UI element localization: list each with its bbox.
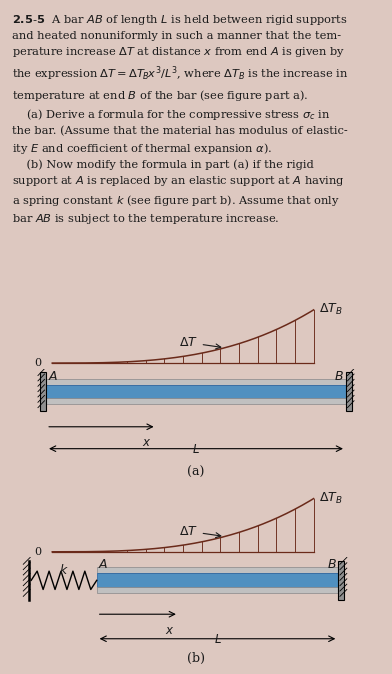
Bar: [346, 372, 352, 411]
Text: $B$: $B$: [327, 558, 336, 572]
Bar: [97, 574, 338, 587]
Text: $\mathbf{2.5\text{-}5}$  A bar $AB$ of length $L$ is held between rigid supports: $\mathbf{2.5\text{-}5}$ A bar $AB$ of le…: [12, 13, 348, 226]
Text: $B$: $B$: [334, 369, 344, 383]
Text: $\Delta T_B$: $\Delta T_B$: [319, 303, 343, 317]
Text: 0: 0: [34, 547, 42, 557]
Text: 0: 0: [34, 358, 42, 368]
Text: $x$: $x$: [165, 624, 174, 638]
Text: $L$: $L$: [214, 633, 221, 646]
Bar: [97, 587, 338, 593]
Bar: [97, 568, 338, 574]
Text: $x$: $x$: [142, 435, 151, 448]
Text: $A$: $A$: [48, 369, 58, 383]
Text: $k$: $k$: [59, 563, 69, 578]
Bar: [46, 379, 346, 385]
Text: $L$: $L$: [192, 443, 200, 456]
Bar: [46, 385, 346, 398]
Bar: [46, 398, 346, 404]
Text: (a): (a): [187, 466, 205, 479]
Text: (b): (b): [187, 652, 205, 665]
Bar: [338, 561, 345, 600]
Bar: [40, 372, 46, 411]
Text: $A$: $A$: [98, 558, 109, 572]
Text: $\Delta T_B$: $\Delta T_B$: [319, 491, 343, 506]
Text: $\Delta T$: $\Delta T$: [179, 525, 221, 538]
Text: $\Delta T$: $\Delta T$: [179, 336, 221, 349]
